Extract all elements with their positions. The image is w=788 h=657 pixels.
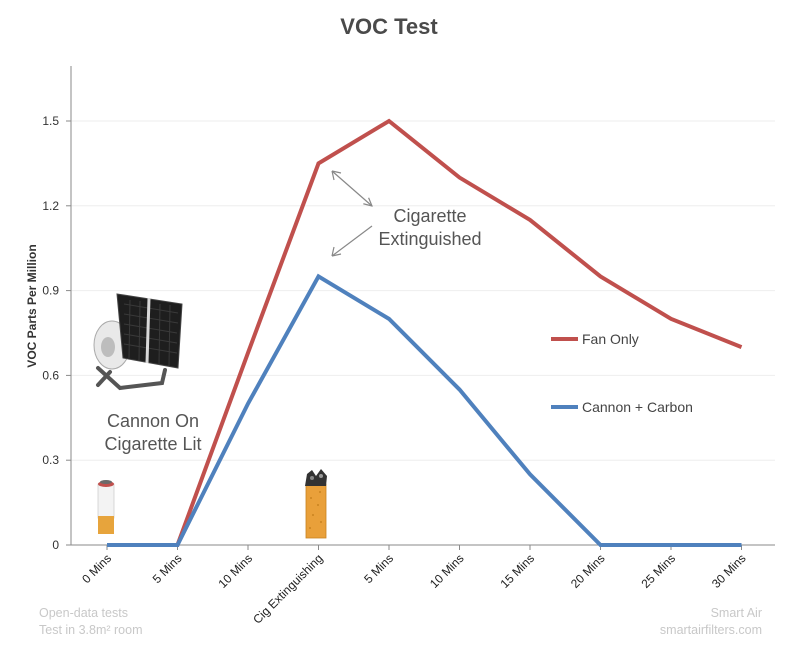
annotation-extinguished: Cigarette Extinguished bbox=[331, 170, 482, 257]
annotation-cannon-line2: Cigarette Lit bbox=[104, 434, 201, 454]
y-tick-label: 0.3 bbox=[42, 453, 59, 467]
footer-right-line2: smartairfilters.com bbox=[660, 623, 762, 637]
x-tick-label: Cig Extinguishing bbox=[250, 551, 325, 626]
chart-title: VOC Test bbox=[340, 14, 438, 39]
legend: Fan Only Cannon + Carbon bbox=[551, 331, 693, 415]
legend-label-cannon-carbon: Cannon + Carbon bbox=[582, 399, 693, 415]
footer: Open-data tests Test in 3.8m² room Smart… bbox=[39, 606, 762, 637]
y-tick-label: 0 bbox=[52, 538, 59, 552]
y-tick-label: 1.5 bbox=[42, 114, 59, 128]
x-tick-label: 15 Mins bbox=[498, 551, 538, 591]
y-tick-label: 0.6 bbox=[42, 368, 59, 382]
y-tick-label: 1.2 bbox=[42, 199, 59, 213]
footer-left-line1: Open-data tests bbox=[39, 606, 128, 620]
cigarette-lit-icon bbox=[97, 480, 115, 534]
gridlines bbox=[66, 120, 775, 546]
series-line-cannon-carbon bbox=[107, 273, 742, 547]
footer-left-line2: Test in 3.8m² room bbox=[39, 623, 143, 637]
y-ticks: 0 0.3 0.6 0.9 1.2 1.5 bbox=[42, 114, 59, 552]
annotation-extinguished-line1: Cigarette bbox=[393, 206, 466, 226]
x-tick-label: 25 Mins bbox=[639, 551, 679, 591]
arrow-fan-only bbox=[331, 170, 372, 206]
x-tick-label: 10 Mins bbox=[427, 551, 467, 591]
footer-right-line1: Smart Air bbox=[711, 606, 762, 620]
cigarette-extinguished-icon bbox=[305, 469, 327, 539]
annotation-extinguished-line2: Extinguished bbox=[378, 229, 481, 249]
arrow-cannon bbox=[331, 225, 373, 257]
air-purifier-icon bbox=[93, 293, 183, 391]
x-tick-label: 30 Mins bbox=[709, 551, 749, 591]
arrowhead-bottom-icon bbox=[331, 246, 342, 257]
x-tick-label: 0 Mins bbox=[79, 551, 114, 586]
x-tick-label: 10 Mins bbox=[216, 551, 256, 591]
y-axis-label: VOC Parts Per Million bbox=[25, 244, 39, 367]
x-tick-label: 5 Mins bbox=[361, 551, 396, 586]
annotation-cannon: Cannon On Cigarette Lit bbox=[104, 411, 201, 454]
legend-label-fan-only: Fan Only bbox=[582, 331, 639, 347]
series-line-fan-only bbox=[107, 118, 743, 547]
series-lines bbox=[107, 118, 743, 547]
x-tick-label: 5 Mins bbox=[150, 551, 185, 586]
arrowhead-top-icon bbox=[331, 170, 342, 181]
x-tick-label: 20 Mins bbox=[568, 551, 608, 591]
annotation-cannon-line1: Cannon On bbox=[107, 411, 199, 431]
y-tick-label: 0.9 bbox=[42, 284, 59, 298]
